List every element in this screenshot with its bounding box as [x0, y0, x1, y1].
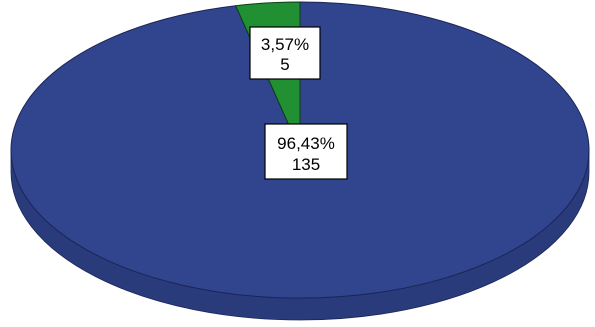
data-label-small-percent: 3,57% — [261, 35, 309, 54]
data-label-small-count: 5 — [280, 55, 289, 74]
data-label-large-count: 135 — [292, 155, 320, 174]
data-label-small: 3,57% 5 — [249, 26, 321, 80]
data-label-large-percent: 96,43% — [277, 134, 335, 153]
data-label-large: 96,43% 135 — [264, 123, 348, 180]
